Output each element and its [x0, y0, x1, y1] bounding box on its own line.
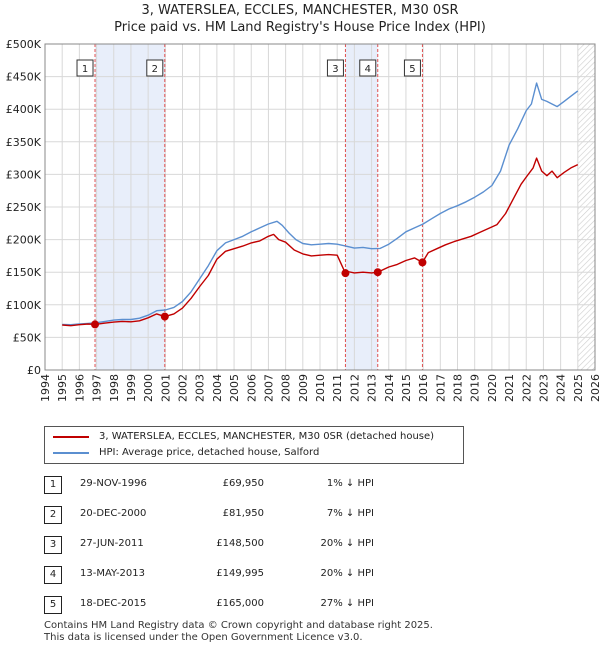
sale-hpi-diff: 20% ↓ HPI	[320, 568, 374, 579]
x-tick-label: 1998	[108, 374, 121, 402]
x-tick-label: 1994	[39, 374, 52, 402]
x-tick-label: 2008	[280, 374, 293, 402]
sale-row: 2 20-DEC-2000 £81,950 7% ↓ HPI	[44, 506, 464, 524]
x-tick-label: 2011	[331, 374, 344, 402]
x-tick-label: 1995	[56, 374, 69, 402]
sale-label-box	[326, 59, 344, 77]
y-tick-label: £0	[27, 364, 41, 377]
sale-row: 4 13-MAY-2013 £149,995 20% ↓ HPI	[44, 566, 464, 584]
x-tick-label: 2025	[572, 374, 585, 402]
footer-copyright: Contains HM Land Registry data © Crown c…	[44, 620, 433, 631]
sale-row: 1 29-NOV-1996 £69,950 1% ↓ HPI	[44, 476, 464, 494]
footer-licence: This data is licensed under the Open Gov…	[44, 632, 363, 643]
x-tick-label: 2026	[589, 374, 600, 402]
sale-point	[341, 269, 350, 278]
x-tick-label: 2004	[211, 374, 224, 402]
sale-label-number: 4	[365, 64, 371, 75]
x-tick-label: 2022	[520, 374, 533, 402]
x-tick-label: 2019	[469, 374, 482, 402]
x-tick-label: 2014	[383, 374, 396, 402]
sale-hpi-diff: 7% ↓ HPI	[326, 508, 374, 519]
x-tick-label: 2007	[262, 374, 275, 402]
sale-point	[373, 268, 382, 277]
sale-label-box	[146, 59, 164, 77]
x-tick-label: 2009	[297, 374, 310, 402]
sale-label-box	[359, 59, 377, 77]
sale-number-badge: 1	[44, 476, 62, 494]
x-tick-label: 2000	[142, 374, 155, 402]
y-tick-label: £450K	[6, 71, 42, 84]
sale-label-number: 5	[409, 64, 415, 75]
x-tick-label: 2005	[228, 374, 241, 402]
sale-price: £69,950	[222, 478, 264, 489]
x-tick-label: 1999	[125, 374, 138, 402]
legend-label-hpi: HPI: Average price, detached house, Salf…	[99, 447, 320, 458]
sale-hpi-diff: 27% ↓ HPI	[320, 598, 374, 609]
y-tick-label: £150K	[6, 266, 42, 279]
legend-label-property: 3, WATERSLEA, ECCLES, MANCHESTER, M30 0S…	[99, 431, 435, 442]
sale-number-badge: 3	[44, 536, 62, 554]
x-tick-label: 2002	[177, 374, 190, 402]
x-tick-label: 2018	[452, 374, 465, 402]
sale-label-number: 1	[82, 64, 88, 75]
y-tick-label: £400K	[6, 103, 42, 116]
sale-point	[91, 320, 100, 329]
x-tick-label: 2017	[434, 374, 447, 402]
x-tick-label: 2015	[400, 374, 413, 402]
y-tick-label: £300K	[6, 168, 42, 181]
sale-label-number: 3	[332, 64, 338, 75]
sale-row: 5 18-DEC-2015 £165,000 27% ↓ HPI	[44, 596, 464, 614]
sale-label-number: 2	[152, 64, 158, 75]
x-tick-label: 2021	[503, 374, 516, 402]
y-tick-label: £100K	[6, 299, 42, 312]
property-price-line	[62, 157, 579, 327]
plot-frame	[44, 43, 596, 371]
sale-price: £165,000	[216, 598, 264, 609]
sale-price: £148,500	[216, 538, 264, 549]
chart-title: 3, WATERSLEA, ECCLES, MANCHESTER, M30 0S…	[0, 2, 600, 36]
x-tick-label: 2024	[555, 374, 568, 402]
x-tick-label: 2001	[159, 374, 172, 402]
sale-point	[160, 312, 169, 321]
sale-label-box	[76, 59, 94, 77]
sale-price: £149,995	[216, 568, 264, 579]
hpi-line	[62, 82, 579, 326]
sale-number-badge: 2	[44, 506, 62, 524]
x-tick-label: 1997	[91, 374, 104, 402]
sale-date: 13-MAY-2013	[80, 568, 146, 579]
sale-date: 27-JUN-2011	[80, 538, 144, 549]
legend-swatch-property	[53, 436, 89, 438]
sale-hpi-diff: 1% ↓ HPI	[326, 478, 374, 489]
sale-hpi-diff: 20% ↓ HPI	[320, 538, 374, 549]
x-tick-label: 2013	[366, 374, 379, 402]
x-tick-label: 2020	[486, 374, 499, 402]
sale-number-badge: 5	[44, 596, 62, 614]
title-line-2: Price paid vs. HM Land Registry's House …	[114, 20, 486, 35]
x-tick-label: 2003	[194, 374, 207, 402]
y-tick-label: £350K	[6, 136, 42, 149]
legend: 3, WATERSLEA, ECCLES, MANCHESTER, M30 0S…	[44, 426, 464, 464]
sale-date: 20-DEC-2000	[80, 508, 147, 519]
legend-swatch-hpi	[53, 452, 89, 454]
y-tick-label: £200K	[6, 234, 42, 247]
footer: Contains HM Land Registry data © Crown c…	[44, 620, 433, 644]
sale-date: 18-DEC-2015	[80, 598, 147, 609]
sale-number-badge: 4	[44, 566, 62, 584]
title-line-1: 3, WATERSLEA, ECCLES, MANCHESTER, M30 0S…	[141, 3, 459, 18]
x-tick-label: 2023	[537, 374, 550, 402]
sale-date: 29-NOV-1996	[80, 478, 147, 489]
x-tick-label: 2010	[314, 374, 327, 402]
y-tick-label: £50K	[13, 331, 42, 344]
sale-point	[418, 258, 427, 267]
x-tick-label: 2006	[245, 374, 258, 402]
x-tick-label: 2012	[348, 374, 361, 402]
x-tick-label: 1996	[73, 374, 86, 402]
sale-price: £81,950	[222, 508, 264, 519]
y-tick-label: £500K	[6, 38, 42, 51]
sale-row: 3 27-JUN-2011 £148,500 20% ↓ HPI	[44, 536, 464, 554]
y-tick-label: £250K	[6, 201, 42, 214]
sale-label-box	[403, 59, 421, 77]
x-tick-label: 2016	[417, 374, 430, 402]
price-chart: £0 £50K £100K £150K £200K £250K £300K £350K £400…	[6, 38, 600, 402]
